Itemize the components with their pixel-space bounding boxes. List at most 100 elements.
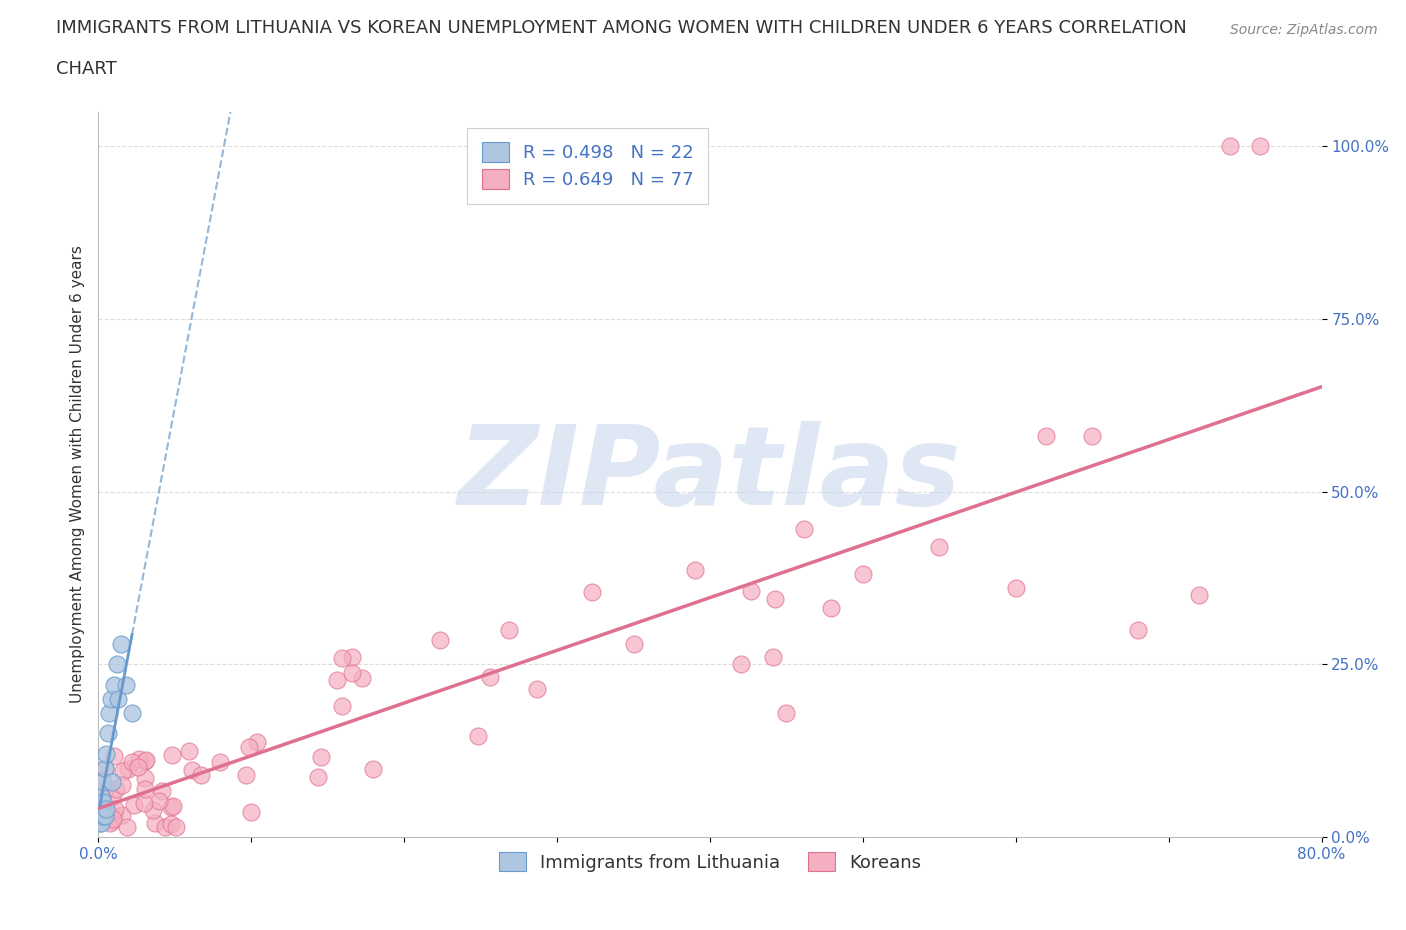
Point xyxy=(330,698,353,713)
Point xyxy=(100,691,122,706)
Legend: Immigrants from Lithuania, Koreans: Immigrants from Lithuania, Koreans xyxy=(492,844,928,879)
Point xyxy=(820,601,842,616)
Point xyxy=(429,632,451,647)
Point xyxy=(1219,139,1241,153)
Point xyxy=(162,799,184,814)
Point xyxy=(103,678,125,693)
Point xyxy=(148,793,170,808)
Point xyxy=(162,748,184,763)
Point xyxy=(94,747,117,762)
Point xyxy=(93,785,115,800)
Point xyxy=(340,666,363,681)
Point xyxy=(142,803,165,817)
Point xyxy=(623,636,645,651)
Point xyxy=(180,762,202,777)
Point xyxy=(91,775,114,790)
Point xyxy=(127,760,149,775)
Point xyxy=(111,777,134,792)
Point xyxy=(179,743,201,758)
Point xyxy=(526,682,548,697)
Point xyxy=(98,705,121,720)
Point xyxy=(101,812,124,827)
Point xyxy=(143,816,166,830)
Text: Source: ZipAtlas.com: Source: ZipAtlas.com xyxy=(1230,23,1378,37)
Point xyxy=(134,771,156,786)
Point xyxy=(121,754,143,769)
Point xyxy=(740,583,762,598)
Point xyxy=(1188,588,1211,603)
Point xyxy=(793,522,815,537)
Point xyxy=(97,726,120,741)
Point xyxy=(94,802,117,817)
Point xyxy=(134,795,156,810)
Point xyxy=(134,781,156,796)
Point xyxy=(160,817,183,831)
Point xyxy=(730,657,752,671)
Point xyxy=(350,671,373,685)
Point xyxy=(90,816,112,830)
Point xyxy=(134,753,156,768)
Point xyxy=(239,804,262,819)
Point xyxy=(121,705,143,720)
Point xyxy=(115,678,138,693)
Point xyxy=(89,816,111,830)
Point xyxy=(762,650,785,665)
Point xyxy=(90,788,112,803)
Point xyxy=(235,767,257,782)
Text: ZIPatlas: ZIPatlas xyxy=(458,420,962,528)
Point xyxy=(340,650,363,665)
Text: CHART: CHART xyxy=(56,60,117,78)
Point xyxy=(581,585,603,600)
Point xyxy=(104,781,127,796)
Point xyxy=(91,809,114,824)
Point xyxy=(153,820,176,835)
Point xyxy=(238,739,260,754)
Point xyxy=(135,752,157,767)
Point xyxy=(101,775,124,790)
Point xyxy=(104,802,127,817)
Point xyxy=(117,762,139,777)
Y-axis label: Unemployment Among Women with Children Under 6 years: Unemployment Among Women with Children U… xyxy=(69,246,84,703)
Point xyxy=(928,539,950,554)
Point xyxy=(1128,622,1150,637)
Point xyxy=(100,816,122,830)
Point xyxy=(100,790,122,804)
Point xyxy=(94,762,117,777)
Point xyxy=(90,772,112,787)
Point xyxy=(93,809,115,824)
Point xyxy=(105,657,128,671)
Point xyxy=(309,750,332,764)
Point xyxy=(107,691,129,706)
Point xyxy=(103,749,125,764)
Point xyxy=(763,591,786,606)
Point xyxy=(307,770,329,785)
Point xyxy=(160,800,183,815)
Point xyxy=(100,814,122,829)
Point xyxy=(683,563,706,578)
Point xyxy=(128,751,150,766)
Point xyxy=(122,798,145,813)
Point xyxy=(103,808,125,823)
Point xyxy=(190,768,212,783)
Point xyxy=(1249,139,1271,153)
Point xyxy=(150,783,173,798)
Point xyxy=(110,636,132,651)
Point xyxy=(111,808,134,823)
Point xyxy=(111,764,134,778)
Point xyxy=(361,762,384,777)
Point xyxy=(117,819,139,834)
Point xyxy=(1081,429,1104,444)
Point xyxy=(165,819,187,834)
Point xyxy=(93,761,115,776)
Point xyxy=(852,567,875,582)
Point xyxy=(90,802,112,817)
Point xyxy=(93,802,115,817)
Point xyxy=(330,651,353,666)
Point xyxy=(478,670,501,684)
Point xyxy=(326,672,349,687)
Point xyxy=(209,755,232,770)
Point xyxy=(775,705,797,720)
Text: IMMIGRANTS FROM LITHUANIA VS KOREAN UNEMPLOYMENT AMONG WOMEN WITH CHILDREN UNDER: IMMIGRANTS FROM LITHUANIA VS KOREAN UNEM… xyxy=(56,19,1187,36)
Point xyxy=(498,622,520,637)
Point xyxy=(1004,581,1026,596)
